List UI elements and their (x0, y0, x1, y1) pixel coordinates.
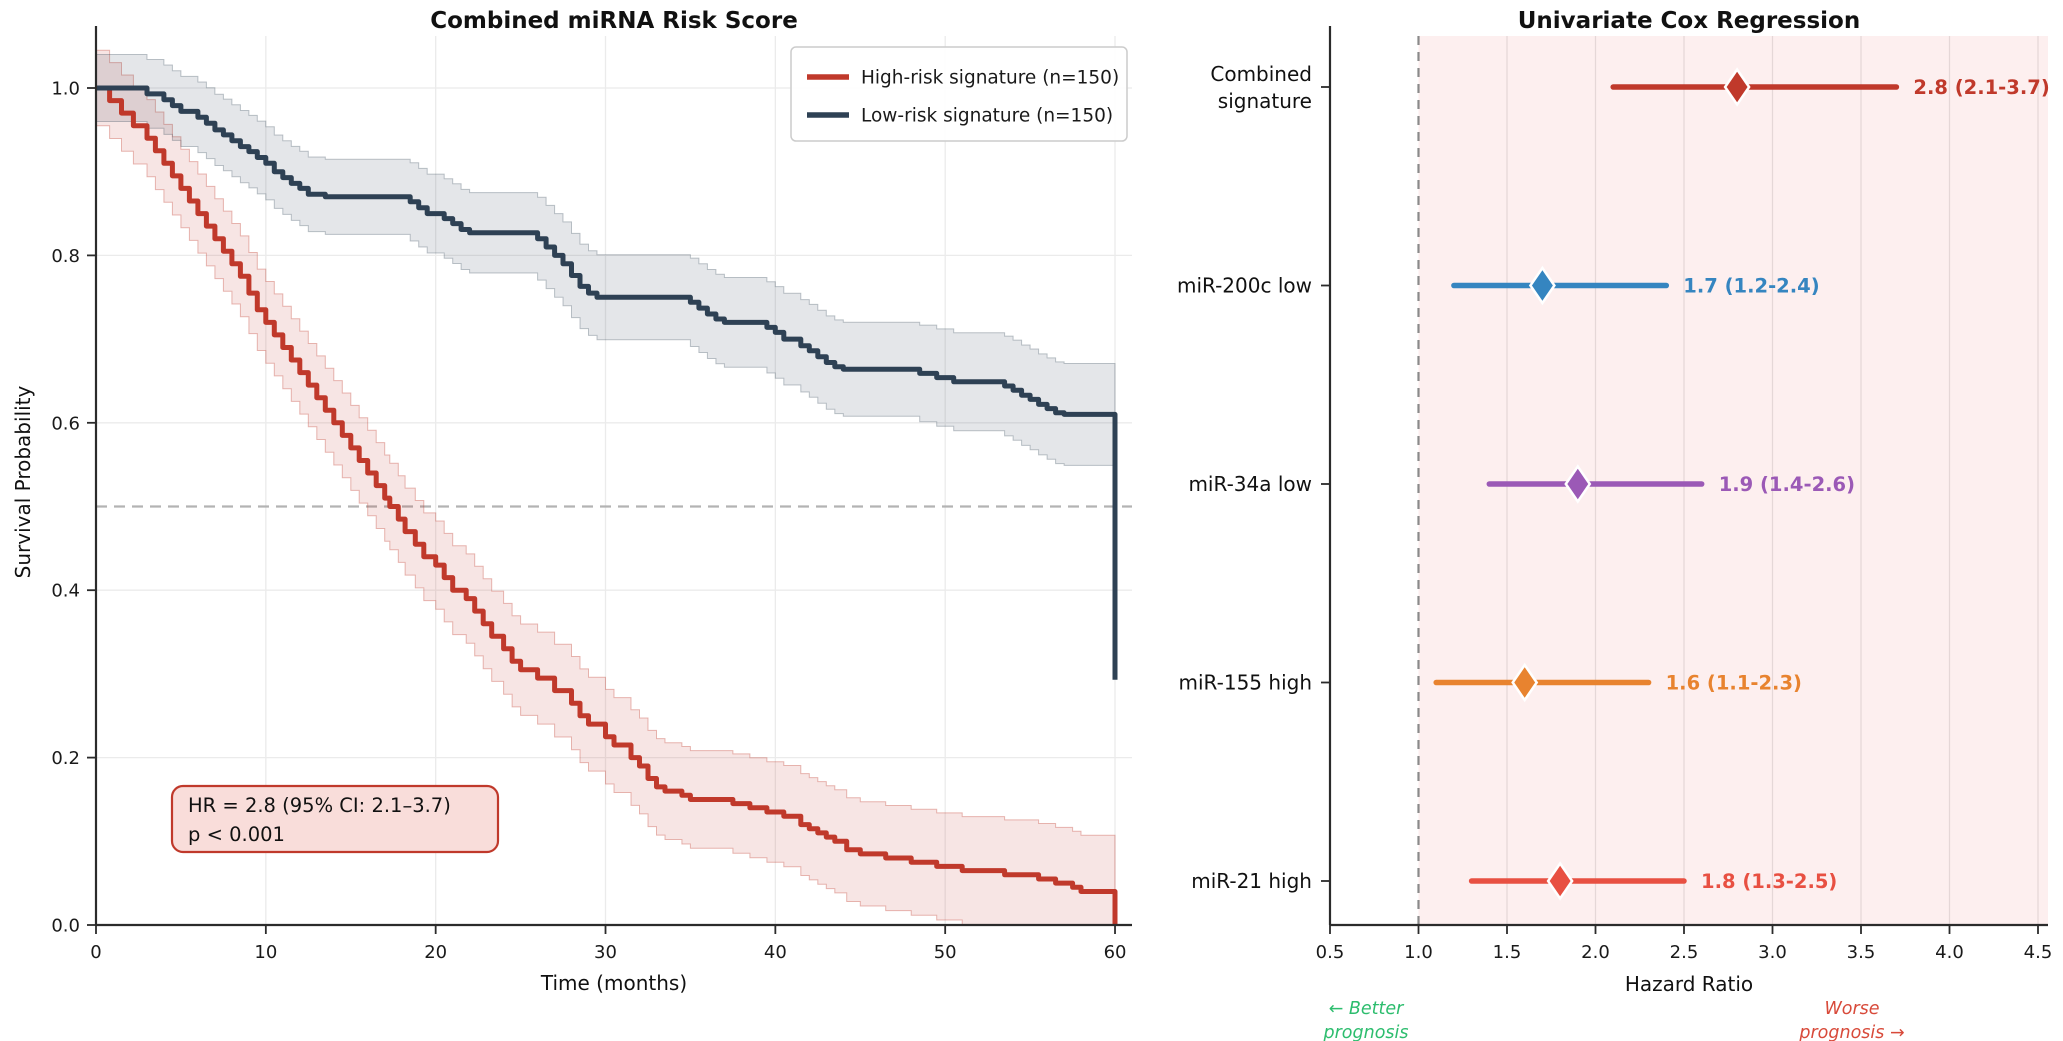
forest-row-label: miR-21 high (1191, 869, 1312, 893)
high-risk-curve (96, 85, 1118, 925)
low-risk-legend-label: Low-risk signature (n=150) (861, 106, 1113, 127)
high-risk-ci-band (95, 49, 1116, 926)
km-x-tick-label: 0 (90, 942, 101, 963)
worse-prognosis-note-line1: Worse (1824, 999, 1879, 1019)
forest-x-tick-label: 1.0 (1404, 942, 1433, 963)
hr-annotation-line2: p < 0.001 (188, 823, 285, 846)
km-x-tick-label: 30 (594, 942, 617, 963)
forest-row-label: miR-155 high (1179, 671, 1312, 695)
forest-x-tick-label: 3.0 (1758, 942, 1787, 963)
worse-prognosis-note-line2: prognosis → (1798, 1023, 1904, 1041)
forest-row-label: signature (1218, 89, 1312, 113)
km-y-tick-label: 0.0 (51, 916, 80, 937)
forest-hr-diamond (1511, 662, 1539, 703)
forest-x-tick-label: 4.5 (2024, 942, 2053, 963)
forest-x-tick-label: 4.0 (1935, 942, 1964, 963)
forest-hr-diamond (1528, 265, 1556, 306)
km-plot: 0 10 20 30 40 50 60 0.0 0.2 0.4 0.6 0.8 1.0 High-risk… (11, 8, 1132, 995)
forest-plot: Combined signature 2.8 (2.1-3.7) miR-200c l… (1177, 8, 2052, 1041)
km-legend: High-risk signature (n=150) Low-risk sign… (790, 46, 1128, 142)
better-prognosis-note-line2: prognosis (1322, 1023, 1408, 1041)
km-panel: 0 10 20 30 40 50 60 0.0 0.2 0.4 0.6 0.8 1.0 High-risk… (11, 8, 1132, 995)
high-risk-legend-label: High-risk signature (n=150) (861, 68, 1119, 89)
low-risk-curve (96, 85, 1118, 680)
forest-hr-value-label: 2.8 (2.1-3.7) (1913, 76, 2049, 99)
forest-row-label: miR-34a low (1188, 472, 1312, 496)
forest-panel: Combined signature 2.8 (2.1-3.7) miR-200c l… (1140, 0, 2063, 1041)
forest-x-tick-label: 2.5 (1670, 942, 1699, 963)
km-y-tick-label: 0.8 (51, 246, 80, 267)
km-plot-layers: 0 10 20 30 40 50 60 0.0 0.2 0.4 0.6 0.8 1.0 High-risk… (51, 26, 1132, 963)
forest-hr-diamond (1546, 861, 1574, 901)
forest-x-tick-label: 3.5 (1847, 942, 1876, 963)
forest-title: Univariate Cox Regression (1518, 8, 1860, 34)
hr-greater-than-1-shade (1418, 36, 2048, 925)
hr-annotation: HR = 2.8 (95% CI: 2.1–3.7) p < 0.001 (170, 784, 500, 854)
forest-x-tick-label: 2.0 (1581, 942, 1610, 963)
better-prognosis-note-line1: ← Better (1329, 999, 1405, 1019)
km-x-tick-label: 40 (764, 942, 787, 963)
km-xlabel: Time (months) (540, 971, 687, 995)
forest-x-tick-label: 0.5 (1316, 942, 1345, 963)
forest-hr-value-label: 1.8 (1.3-2.5) (1701, 870, 1837, 893)
forest-hr-value-label: 1.7 (1.2-2.4) (1683, 275, 1819, 298)
km-x-tick-label: 60 (1104, 942, 1127, 963)
km-x-tick-label: 20 (424, 942, 447, 963)
forest-hr-diamond (1723, 67, 1751, 107)
forest-hr-value-label: 1.9 (1.4-2.6) (1719, 473, 1855, 496)
km-x-tick-label: 50 (934, 942, 957, 963)
hr-annotation-box (170, 784, 500, 854)
forest-hr-value-label: 1.6 (1.1-2.3) (1666, 672, 1802, 695)
km-y-tick-label: 1.0 (51, 79, 80, 100)
km-title: Combined miRNA Risk Score (430, 8, 798, 34)
forest-x-tick-label: 1.5 (1493, 942, 1522, 963)
forest-row-label: Combined (1210, 62, 1312, 86)
forest-row-label: miR-200c low (1177, 274, 1312, 298)
km-legend-box (790, 46, 1128, 142)
forest-plot-layers: Combined signature 2.8 (2.1-3.7) miR-200c l… (1177, 26, 2052, 963)
km-x-tick-label: 10 (254, 942, 277, 963)
forest-xlabel: Hazard Ratio (1625, 972, 1753, 996)
km-y-tick-label: 0.6 (51, 413, 80, 434)
km-y-tick-label: 0.2 (51, 748, 80, 769)
km-y-tick-label: 0.4 (51, 581, 80, 602)
hr-annotation-line1: HR = 2.8 (95% CI: 2.1–3.7) (188, 794, 451, 817)
km-ylabel: Survival Probability (11, 385, 35, 578)
forest-hr-diamond (1564, 464, 1592, 504)
